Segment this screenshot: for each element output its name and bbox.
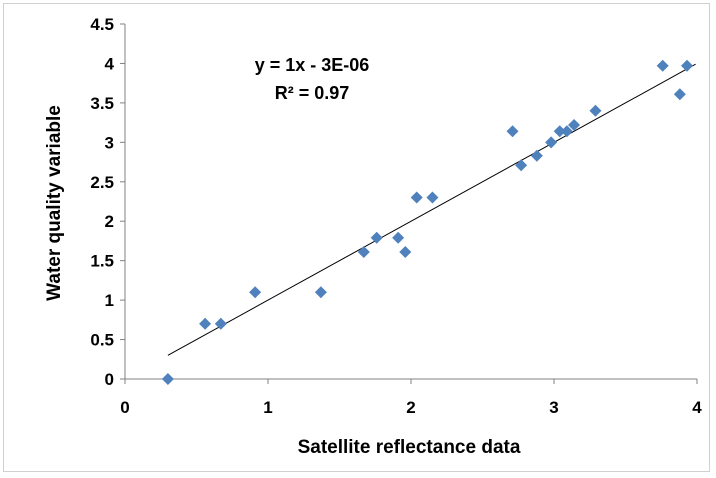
axes: [124, 24, 697, 380]
data-point: [673, 88, 686, 101]
x-axis-title: Satellite reflectance data: [298, 437, 521, 458]
x-tick-label: 3: [549, 398, 558, 417]
data-point: [426, 191, 439, 204]
y-axis-title: Water quality variable: [44, 105, 65, 301]
y-tick-label: 4.5: [90, 15, 114, 34]
y-tick-label: 0.5: [90, 331, 114, 350]
data-point: [214, 317, 227, 330]
data-point: [392, 231, 405, 244]
data-point: [249, 286, 262, 299]
data-point: [589, 104, 602, 117]
tick-marks: [120, 23, 698, 384]
y-tick-label: 3.5: [90, 94, 114, 113]
data-point: [370, 231, 383, 244]
data-point: [530, 149, 543, 162]
data-point: [357, 245, 370, 258]
x-tick-label: 0: [120, 398, 129, 417]
x-tick-label: 4: [692, 398, 702, 417]
data-point: [199, 317, 212, 330]
y-tick-label: 4: [105, 54, 115, 73]
data-point: [399, 245, 412, 258]
y-tick-label: 0: [105, 370, 114, 389]
data-point: [410, 191, 423, 204]
trendline: [167, 63, 696, 356]
data-point: [560, 125, 573, 138]
data-point: [545, 136, 558, 149]
chart-frame: [3, 3, 710, 472]
data-point: [680, 59, 693, 72]
data-points: [161, 59, 693, 385]
y-tick-label: 3: [105, 133, 114, 152]
r-squared-label: R² = 0.97: [275, 83, 350, 103]
data-point: [314, 286, 327, 299]
x-tick-label: 2: [406, 398, 415, 417]
tick-labels: 0 0.5 1 1.5 2 2.5 3 3.5 4 4.5 0 1 2 3 4: [90, 15, 702, 417]
data-point: [568, 118, 581, 131]
data-point: [656, 59, 669, 72]
data-point: [515, 159, 528, 172]
y-tick-label: 2.5: [90, 173, 114, 192]
y-tick-label: 2: [105, 212, 114, 231]
data-point: [506, 125, 519, 138]
x-tick-label: 1: [263, 398, 272, 417]
y-tick-label: 1.5: [90, 252, 114, 271]
y-tick-label: 1: [105, 291, 114, 310]
data-point: [553, 125, 566, 138]
trendline-equation: y = 1x - 3E-06: [255, 55, 370, 75]
data-point: [161, 373, 174, 385]
